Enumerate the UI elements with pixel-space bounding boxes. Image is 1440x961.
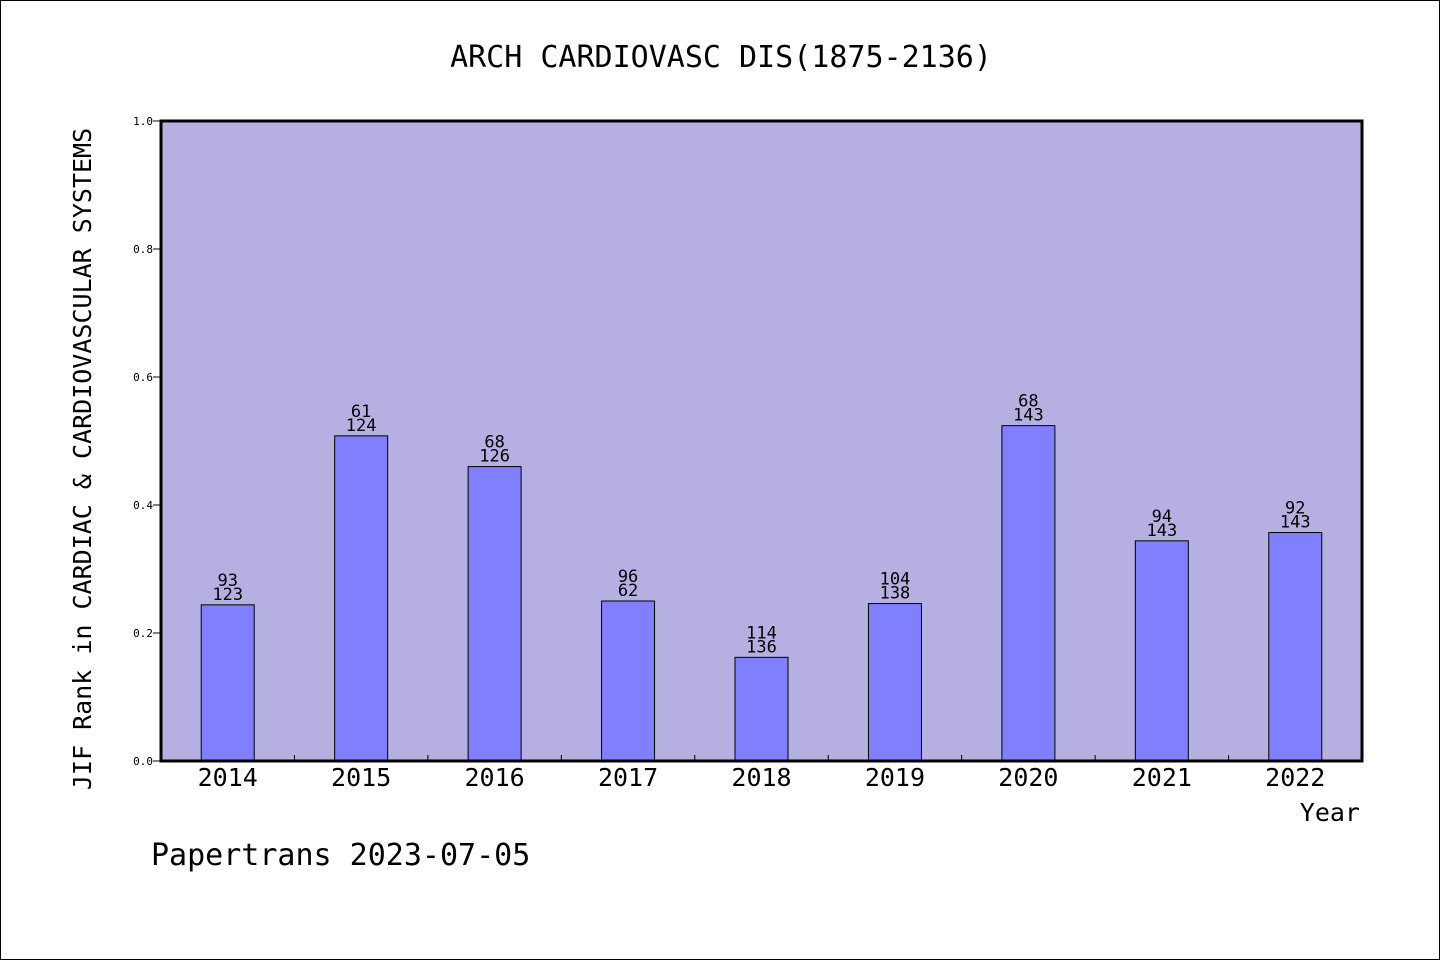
- y-axis-label: JIF Rank in CARDIAC & CARDIOVASCULAR SYS…: [68, 128, 97, 790]
- bar-2020: [1001, 425, 1056, 762]
- bar-2014: [200, 604, 255, 762]
- total-label: 143: [1280, 513, 1311, 533]
- rank-label: 96: [618, 567, 638, 587]
- bar-2021: [1134, 540, 1189, 762]
- rank-label: 114: [746, 623, 777, 643]
- rank-label: 92: [1285, 499, 1305, 519]
- rank-label: 68: [1018, 392, 1038, 412]
- x-tick-label: 2016: [465, 763, 525, 792]
- total-label: 124: [346, 416, 377, 436]
- total-label: 126: [479, 447, 510, 467]
- total-label: 62: [618, 581, 638, 601]
- y-tick-label: 0.0: [133, 755, 153, 768]
- rank-label: 93: [217, 571, 237, 591]
- x-axis-ticks: 2014 2015 2016 2017 2018 2019 2020 2021 2022: [198, 755, 1325, 792]
- total-label: 143: [1146, 521, 1177, 541]
- footer-credit: Papertrans 2023-07-05: [151, 838, 530, 873]
- total-label: 143: [1013, 406, 1044, 426]
- x-tick-label: 2021: [1132, 763, 1192, 792]
- y-axis-ticks: 0.0 0.2 0.4 0.6 0.8 1.0: [133, 115, 161, 768]
- x-axis-label: Year: [1300, 798, 1360, 827]
- x-tick-label: 2019: [865, 763, 925, 792]
- y-tick-label: 0.2: [133, 627, 153, 640]
- plot-border: [159, 119, 1364, 763]
- y-tick-label: 1.0: [133, 115, 153, 128]
- y-tick-label: 0.8: [133, 243, 153, 256]
- bar-2015: [334, 435, 389, 762]
- bar-2019: [867, 603, 922, 762]
- bar-2016: [467, 466, 522, 762]
- bar-2018: [734, 656, 789, 762]
- total-label: 136: [746, 637, 777, 657]
- x-tick-label: 2022: [1265, 763, 1325, 792]
- y-tick-label: 0.6: [133, 371, 153, 384]
- bar-2022: [1268, 532, 1323, 762]
- bar-2017: [601, 600, 656, 762]
- x-tick-label: 2018: [731, 763, 791, 792]
- y-tick-label: 0.4: [133, 499, 153, 512]
- x-tick-label: 2017: [598, 763, 658, 792]
- x-tick-label: 2015: [331, 763, 391, 792]
- rank-label: 94: [1152, 507, 1172, 527]
- bar-labels: 9312361124681269662114136104138681439414…: [212, 392, 1310, 658]
- chart-title: ARCH CARDIOVASC DIS(1875-2136): [450, 40, 992, 75]
- x-tick-label: 2020: [998, 763, 1058, 792]
- total-label: 123: [212, 585, 243, 605]
- x-tick-label: 2014: [198, 763, 258, 792]
- rank-label: 68: [484, 433, 504, 453]
- rank-label: 104: [880, 570, 911, 590]
- rank-label: 61: [351, 402, 371, 422]
- total-label: 138: [880, 584, 911, 604]
- bars: [200, 425, 1323, 762]
